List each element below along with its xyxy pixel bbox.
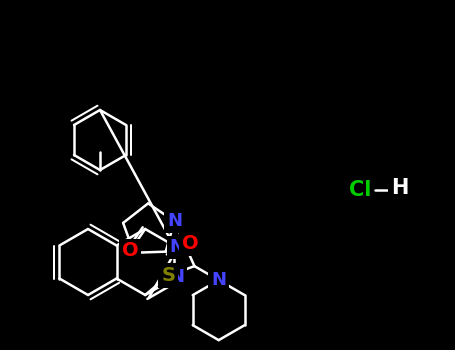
Text: O: O (122, 241, 138, 260)
Text: H: H (391, 178, 409, 198)
Text: N: N (169, 238, 184, 257)
Text: N: N (169, 267, 184, 286)
Text: S: S (161, 266, 175, 285)
Text: Cl: Cl (349, 180, 371, 200)
Text: N: N (211, 271, 226, 289)
Text: N: N (167, 212, 182, 230)
Text: O: O (182, 234, 199, 253)
